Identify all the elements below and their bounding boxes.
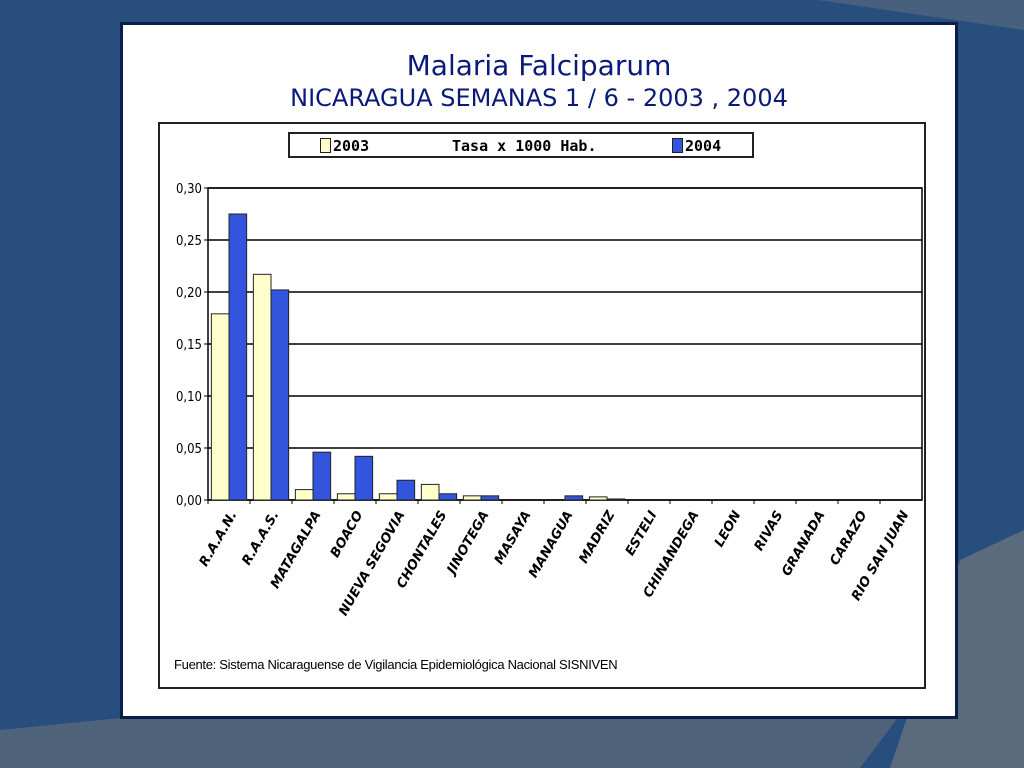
bar-2003-9 [588, 496, 608, 501]
source-note: Fuente: Sistema Nicaraguense de Vigilanc… [174, 657, 618, 672]
x-tick-label: RIVAS [752, 509, 787, 554]
x-tick-label: MASAYA [492, 509, 535, 568]
legend-swatch-2004 [672, 138, 683, 153]
bar-2004-9 [606, 498, 626, 501]
x-tick-label: MADRIZ [576, 508, 618, 566]
x-tick-label: CARAZO [827, 509, 870, 569]
bar-2003-4 [378, 493, 398, 501]
legend-entry-2003: 2003 [320, 137, 369, 155]
bar-2003-0 [210, 313, 230, 501]
bar-2003-6 [462, 495, 482, 501]
bar-2004-4 [396, 479, 416, 501]
legend-label-2003: 2003 [333, 137, 370, 155]
legend-label-2004: 2004 [685, 137, 722, 155]
bar-2004-2 [312, 451, 332, 501]
bar-2004-6 [480, 495, 500, 501]
y-tick-label: 0,20 [176, 286, 202, 301]
x-tick-label: MANAGUA [526, 509, 576, 581]
y-tick-label: 0,25 [176, 234, 202, 249]
bar-2004-0 [228, 213, 248, 501]
y-tick-label: 0,15 [176, 338, 202, 353]
bar-2003-1 [252, 273, 272, 501]
x-tick-label: JINOTEGA [443, 509, 493, 580]
chart-area: 0,00 0,05 0,10 0,15 0,20 0,25 0,30 R.A.A.N. R.A.… [158, 122, 926, 689]
bar-2003-2 [294, 489, 314, 501]
legend-swatch-2003 [320, 138, 331, 153]
bar-chart: 0,00 0,05 0,10 0,15 0,20 0,25 0,30 R.A.A.N. R.A.… [176, 182, 923, 619]
x-tick-label: ESTELI [623, 508, 661, 558]
bar-2003-5 [420, 483, 440, 501]
x-tick-label: BOACO [328, 509, 367, 561]
y-tick-label: 0,30 [176, 182, 202, 197]
chart-title: Malaria Falciparum [406, 49, 672, 82]
bar-2004-5 [438, 493, 458, 501]
x-tick-label: R.A.A.S. [239, 509, 282, 568]
bar-2004-8 [564, 495, 584, 501]
bg-corner-shape-top [818, 0, 1024, 30]
x-tick-label: GRANADA [779, 509, 828, 579]
y-tick-label: 0,10 [176, 390, 202, 405]
chart-panel: Malaria Falciparum NICARAGUA SEMANAS 1 /… [120, 22, 958, 719]
y-tick-label: 0,05 [176, 442, 202, 457]
chart-subtitle: NICARAGUA SEMANAS 1 / 6 - 2003 , 2004 [290, 84, 788, 112]
x-tick-label: LEON [712, 508, 745, 549]
chart-legend: 2003 Tasa x 1000 Hab. 2004 [288, 132, 754, 158]
x-tick-label: R.A.A.N. [197, 509, 241, 570]
bar-2004-3 [354, 455, 374, 501]
legend-entry-2004: 2004 [672, 137, 721, 155]
bar-2003-3 [336, 493, 356, 501]
y-tick-label: 0,00 [176, 494, 202, 509]
legend-middle-text: Tasa x 1000 Hab. [452, 137, 597, 155]
title-block: Malaria Falciparum NICARAGUA SEMANAS 1 /… [123, 49, 955, 113]
bar-2004-1 [270, 289, 290, 501]
